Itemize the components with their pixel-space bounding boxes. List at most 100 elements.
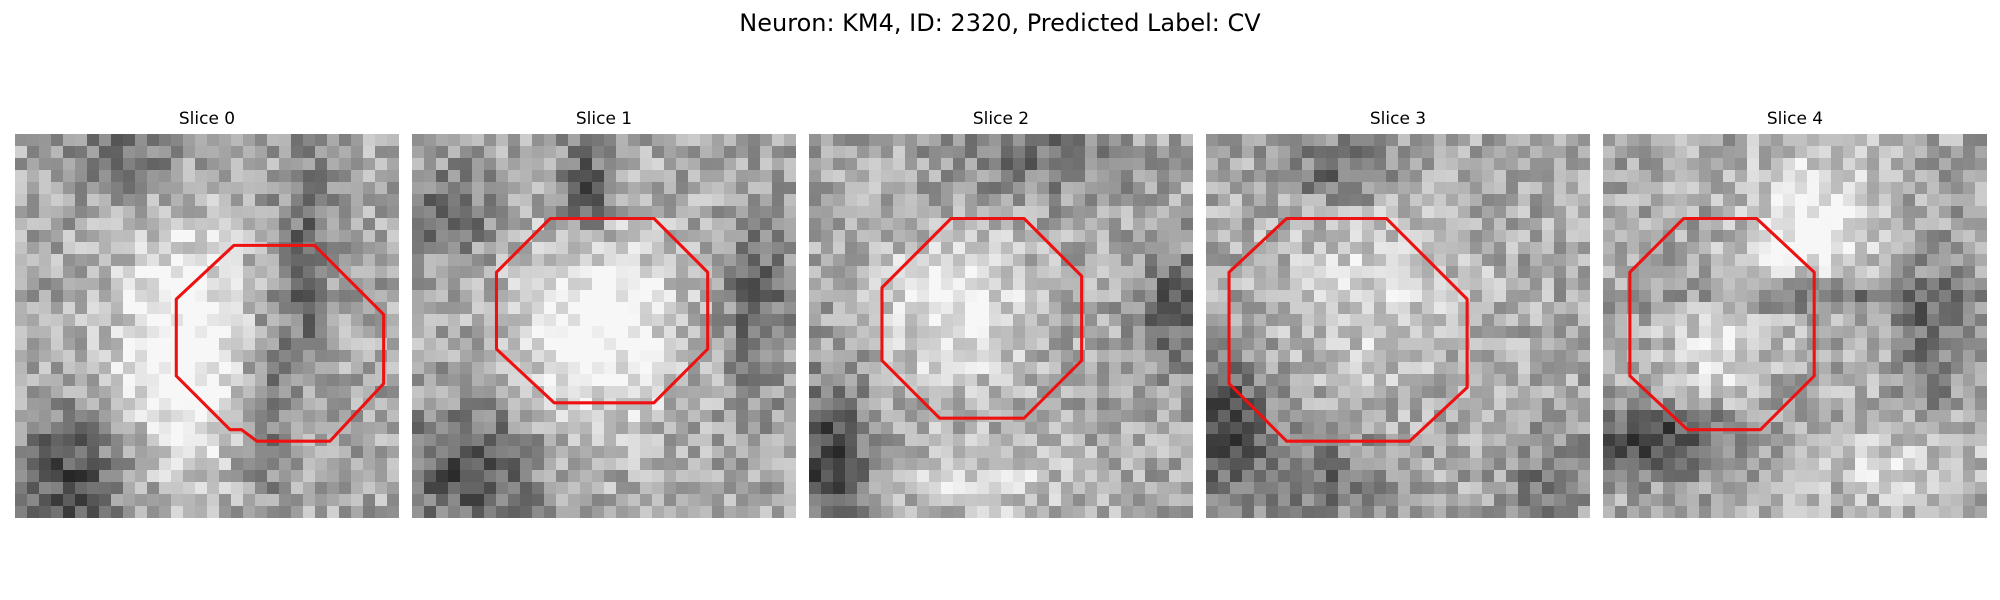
image-pixel [508,134,521,147]
image-pixel [1434,278,1447,291]
image-pixel [1422,278,1435,291]
image-pixel [363,350,376,363]
image-pixel [520,458,533,471]
image-pixel [1554,230,1567,243]
image-pixel [412,506,425,518]
image-pixel [1518,362,1531,375]
image-pixel [99,158,112,171]
image-pixel [989,146,1002,159]
image-pixel [1314,218,1327,231]
image-pixel [243,506,256,518]
image-pixel [291,326,304,339]
image-pixel [303,134,316,147]
image-pixel [1831,134,1844,147]
image-pixel [1410,278,1423,291]
image-pixel [1759,182,1772,195]
image-pixel [1181,134,1193,147]
image-pixel [1037,134,1050,147]
image-pixel [1434,182,1447,195]
image-pixel [1278,278,1291,291]
image-pixel [700,182,713,195]
image-pixel [75,254,88,267]
image-pixel [712,398,725,411]
image-pixel [760,134,773,147]
image-pixel [1843,266,1856,279]
image-pixel [1542,290,1555,303]
image-pixel [905,254,918,267]
image-pixel [1218,182,1231,195]
image-pixel [592,182,605,195]
image-pixel [664,206,677,219]
image-pixel [640,290,653,303]
image-pixel [1723,398,1736,411]
image-pixel [1121,446,1134,459]
image-pixel [736,146,749,159]
image-pixel [821,302,834,315]
image-pixel [1302,170,1315,183]
image-pixel [1759,302,1772,315]
image-pixel [989,470,1002,483]
image-pixel [171,410,184,423]
image-pixel [1230,350,1243,363]
image-pixel [965,254,978,267]
image-pixel [1903,314,1916,327]
image-pixel [736,434,749,447]
image-pixel [1723,134,1736,147]
image-pixel [1218,134,1231,147]
slice-image [412,134,796,518]
image-pixel [1314,482,1327,495]
image-pixel [1542,302,1555,315]
image-pixel [1554,482,1567,495]
image-pixel [1783,194,1796,207]
image-pixel [99,206,112,219]
image-pixel [1735,278,1748,291]
image-pixel [664,446,677,459]
image-pixel [1434,206,1447,219]
image-pixel [1867,434,1880,447]
image-pixel [147,134,160,147]
image-pixel [303,182,316,195]
image-pixel [87,458,100,471]
image-pixel [1482,362,1495,375]
image-pixel [1302,398,1315,411]
image-pixel [1542,242,1555,255]
image-pixel [1939,374,1952,387]
image-pixel [39,146,52,159]
image-pixel [1398,410,1411,423]
image-pixel [953,350,966,363]
image-pixel [1266,410,1279,423]
image-pixel [1133,326,1146,339]
image-pixel [1049,494,1062,507]
image-pixel [1518,410,1531,423]
image-pixel [1723,326,1736,339]
image-pixel [760,350,773,363]
image-pixel [1807,254,1820,267]
image-pixel [1458,146,1471,159]
image-pixel [712,494,725,507]
image-pixel [1831,290,1844,303]
image-pixel [821,482,834,495]
image-pixel [1061,338,1074,351]
image-pixel [1230,182,1243,195]
image-pixel [1350,206,1363,219]
image-pixel [1374,266,1387,279]
image-pixel [1169,470,1182,483]
image-pixel [351,146,364,159]
image-pixel [183,242,196,255]
image-pixel [1302,290,1315,303]
image-pixel [1518,170,1531,183]
image-pixel [736,158,749,171]
image-pixel [857,170,870,183]
image-pixel [1254,374,1267,387]
image-pixel [1651,254,1664,267]
image-pixel [1446,362,1459,375]
image-pixel [1831,326,1844,339]
image-pixel [63,470,76,483]
image-pixel [580,242,593,255]
image-pixel [1025,374,1038,387]
image-pixel [1398,386,1411,399]
image-pixel [736,458,749,471]
image-pixel [1675,326,1688,339]
image-pixel [809,374,822,387]
image-pixel [1915,302,1928,315]
